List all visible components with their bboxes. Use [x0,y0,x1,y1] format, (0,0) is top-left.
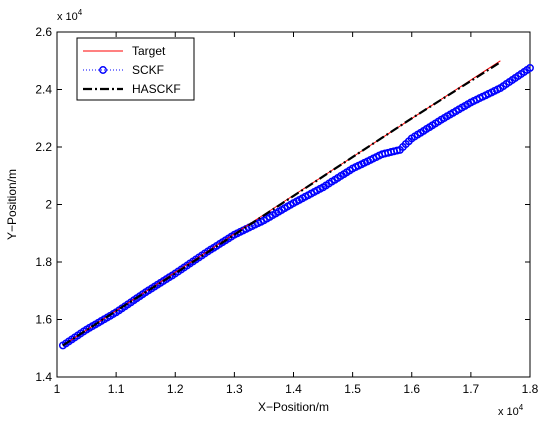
series-line-hasckf [62,61,501,347]
y-tick-label: 2.2 [35,140,52,154]
ticks-layer: 1 1.1 1.2 1.3 1.4 1.5 1.6 1.7 1.8 1.4 1.6 1.8 2 2.2 2.… [35,25,538,396]
series-layer [58,60,534,350]
legend-marker-sckf [99,66,107,74]
x-tick-label: 1 [54,382,61,396]
y-axis-label: Y−Position/m [5,169,19,240]
x-tick-label: 1.4 [285,382,302,396]
y-axis-multiplier: x 104 [57,8,83,23]
y-tick-label: 2.6 [35,25,52,39]
legend-label-hasckf: HASCKF [132,82,181,96]
x-tick-label: 1.8 [522,382,539,396]
x-tick-label: 1.5 [344,382,361,396]
legend-label-target: Target [132,44,166,58]
legend-entry-target: Target [83,44,166,58]
x-tick-label: 1.2 [167,382,184,396]
x-tick-label: 1.1 [108,382,125,396]
x-axis-multiplier: x 104 [498,403,524,418]
y-tick-label: 2 [45,198,52,212]
legend: Target SCKF HASCKF [76,37,195,101]
x-tick-label: 1.7 [463,382,480,396]
x-tick-label: 1.3 [226,382,243,396]
x-axis-label: X−Position/m [258,400,329,414]
legend-entry-sckf: SCKF [83,63,164,77]
y-tick-label: 1.4 [35,370,52,384]
x-tick-label: 1.6 [403,382,420,396]
legend-label-sckf: SCKF [132,63,164,77]
data-point-sckf [526,63,534,72]
y-tick-label: 1.8 [35,255,52,269]
legend-entry-hasckf: HASCKF [83,82,181,96]
y-tick-label: 2.4 [35,83,52,97]
y-tick-label: 1.6 [35,313,52,327]
